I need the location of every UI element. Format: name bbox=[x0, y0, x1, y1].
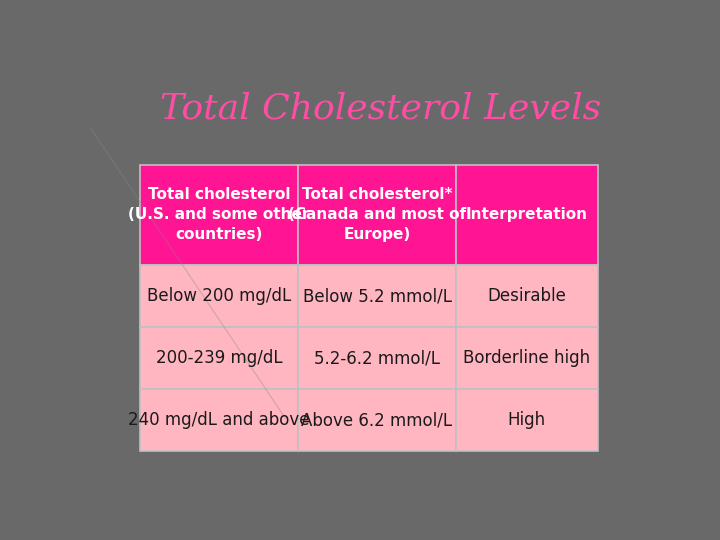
FancyBboxPatch shape bbox=[140, 265, 298, 327]
Text: Borderline high: Borderline high bbox=[463, 349, 590, 367]
FancyBboxPatch shape bbox=[298, 165, 456, 265]
Text: 200-239 mg/dL: 200-239 mg/dL bbox=[156, 349, 282, 367]
FancyBboxPatch shape bbox=[298, 389, 456, 451]
Text: Desirable: Desirable bbox=[487, 287, 567, 305]
Text: High: High bbox=[508, 411, 546, 429]
Text: Interpretation: Interpretation bbox=[466, 207, 588, 222]
FancyBboxPatch shape bbox=[298, 265, 456, 327]
Text: Total cholesterol*
(Canada and most of
Europe): Total cholesterol* (Canada and most of E… bbox=[288, 187, 466, 242]
Text: Below 200 mg/dL: Below 200 mg/dL bbox=[147, 287, 292, 305]
Text: Below 5.2 mmol/L: Below 5.2 mmol/L bbox=[302, 287, 451, 305]
FancyBboxPatch shape bbox=[140, 327, 298, 389]
FancyBboxPatch shape bbox=[140, 389, 298, 451]
FancyBboxPatch shape bbox=[456, 389, 598, 451]
FancyBboxPatch shape bbox=[456, 327, 598, 389]
Text: Total cholesterol
(U.S. and some other
countries): Total cholesterol (U.S. and some other c… bbox=[128, 187, 310, 242]
FancyBboxPatch shape bbox=[456, 265, 598, 327]
Text: Total Cholesterol Levels: Total Cholesterol Levels bbox=[160, 91, 600, 125]
Text: 240 mg/dL and above: 240 mg/dL and above bbox=[128, 411, 310, 429]
Text: 5.2-6.2 mmol/L: 5.2-6.2 mmol/L bbox=[314, 349, 440, 367]
FancyBboxPatch shape bbox=[298, 327, 456, 389]
Text: Above 6.2 mmol/L: Above 6.2 mmol/L bbox=[302, 411, 453, 429]
FancyBboxPatch shape bbox=[140, 165, 298, 265]
FancyBboxPatch shape bbox=[456, 165, 598, 265]
